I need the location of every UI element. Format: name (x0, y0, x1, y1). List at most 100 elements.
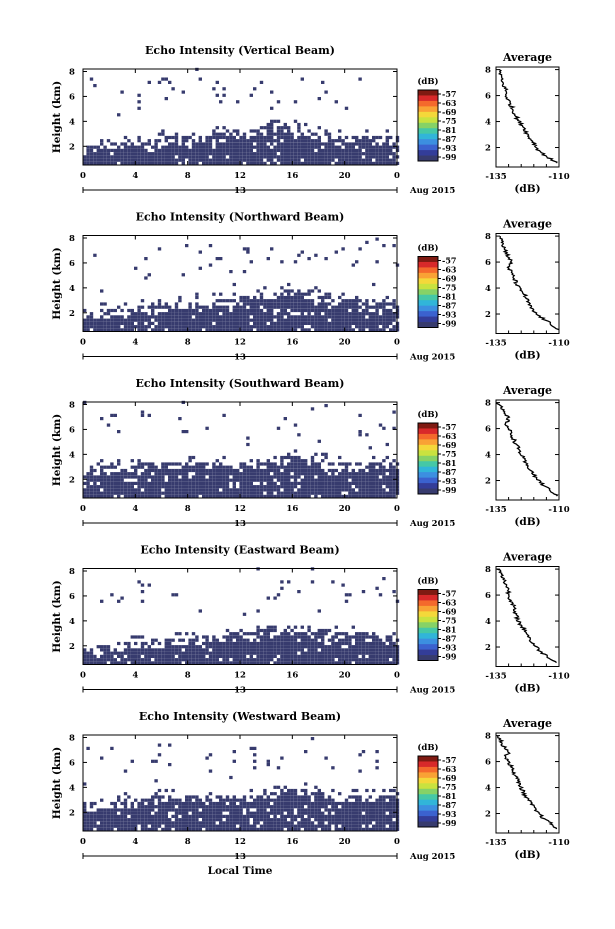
echo-cell (130, 152, 134, 156)
echo-cell (144, 472, 148, 476)
echo-cell (212, 481, 216, 485)
echo-cell (392, 325, 396, 329)
echo-cell (93, 155, 97, 159)
echo-cell (205, 312, 209, 316)
echo-cell (120, 808, 124, 812)
echo-cell (321, 478, 325, 482)
echo-cell (307, 818, 311, 822)
echo-cell (229, 635, 233, 639)
echo-cell (389, 148, 393, 152)
echo-cell (222, 798, 226, 802)
echo-cell (283, 318, 287, 322)
echo-cell (287, 161, 291, 165)
echo-cell (270, 122, 274, 127)
echo-cell (287, 129, 291, 133)
echo-cell (365, 325, 369, 329)
echo-cell (293, 641, 298, 646)
echo-cell (229, 645, 233, 649)
echo-cell (246, 645, 250, 649)
echo-cell (338, 821, 342, 825)
colorbar-label: -93 (442, 809, 457, 819)
echo-cell (140, 805, 145, 809)
echo-cell (154, 468, 158, 473)
echo-cell (239, 801, 243, 806)
echo-cell (195, 462, 199, 466)
echo-cell (287, 641, 291, 646)
echo-cell (93, 161, 97, 165)
echo-cell (198, 811, 202, 815)
echo-cell (103, 488, 107, 492)
echo-cell (266, 315, 270, 319)
echo-cell (208, 658, 213, 662)
echo-cell (83, 325, 87, 329)
echo-cell (259, 798, 264, 802)
echo-cell (140, 824, 145, 828)
echo-cell (100, 328, 104, 332)
echo-cell (178, 638, 182, 642)
echo-cell (178, 321, 182, 325)
profile-x-label: (dB) (514, 516, 540, 528)
echo-cell (181, 821, 185, 825)
echo-cell (130, 494, 134, 498)
echo-cell (382, 654, 386, 658)
echo-cell (93, 468, 97, 473)
echo-cell (327, 798, 332, 802)
echo-cell (127, 818, 131, 822)
echo-cell (293, 635, 298, 639)
colorbar-swatch (418, 589, 438, 596)
echo-cell (215, 299, 219, 303)
echo-cell (147, 645, 151, 649)
echo-cell (113, 488, 117, 492)
echo-cell (215, 318, 219, 322)
echo-cell (355, 481, 359, 485)
echo-cell (307, 625, 311, 629)
echo-cell (130, 827, 134, 831)
echo-cell (287, 148, 291, 152)
echo-cell (178, 798, 182, 802)
echo-cell (154, 158, 158, 162)
echo-cell (103, 658, 107, 662)
echo-cell (317, 788, 321, 793)
echo-cell (219, 308, 223, 313)
echo-cell (389, 328, 393, 332)
echo-cell (154, 654, 158, 658)
echo-cell (185, 808, 189, 812)
echo-cell (341, 247, 345, 251)
echo-cell (365, 788, 369, 793)
echo-cell (144, 805, 148, 809)
echo-cell (168, 158, 172, 162)
echo-cell (157, 661, 162, 665)
echo-cell (147, 155, 151, 159)
echo-cell (307, 152, 311, 156)
echo-cell (100, 468, 104, 473)
echo-cell (164, 814, 168, 818)
echo-cell (161, 811, 165, 815)
echo-cell (151, 475, 155, 479)
echo-cell (140, 583, 145, 587)
echo-cell (161, 161, 165, 165)
echo-cell (168, 325, 172, 329)
echo-cell (297, 315, 301, 319)
echo-cell (348, 811, 352, 815)
echo-cell (198, 478, 202, 482)
echo-cell (198, 315, 202, 319)
x-tick-label: 0 (80, 671, 86, 681)
echo-cell (191, 632, 196, 636)
echo-cell (304, 485, 308, 489)
echo-cell (242, 475, 247, 479)
echo-cell (100, 599, 104, 603)
echo-cell (368, 491, 372, 495)
echo-cell (208, 491, 213, 495)
echo-cell (321, 641, 325, 646)
echo-cell (212, 302, 216, 306)
echo-cell (334, 821, 338, 825)
echo-cell (310, 661, 315, 665)
echo-cell (266, 328, 270, 332)
echo-cell (259, 818, 264, 822)
echo-cell (110, 818, 114, 822)
echo-cell (314, 321, 318, 325)
echo-cell (253, 321, 257, 325)
echo-cell (331, 814, 335, 818)
echo-cell (276, 798, 281, 802)
echo-cell (168, 155, 172, 159)
